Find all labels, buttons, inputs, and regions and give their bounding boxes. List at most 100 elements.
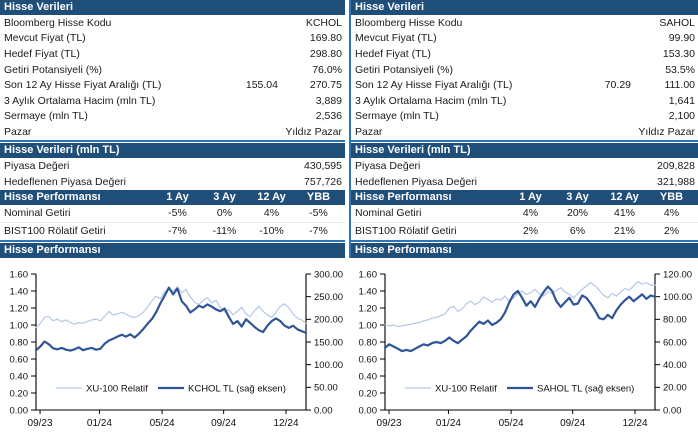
row-label: Mevcut Fiyat (TL) xyxy=(355,32,437,45)
row-label: Son 12 Ay Hisse Fiyat Aralığı (TL) xyxy=(355,79,513,92)
left-axis-label: 0.40 xyxy=(10,371,29,382)
x-axis-label: 05/24 xyxy=(499,418,524,429)
perf-value: 6% xyxy=(569,225,586,238)
row-value: SAHOL xyxy=(659,16,695,29)
row-label: 3 Aylık Ortalama Hacim (mln TL) xyxy=(4,94,156,107)
row-label: Sermaye (mln TL) xyxy=(355,110,439,123)
row-value: 53.5% xyxy=(665,63,695,76)
column-header: YBB xyxy=(306,191,331,204)
table-row: Son 12 Ay Hisse Fiyat Aralığı (TL) 155.04… xyxy=(0,77,345,93)
legend-label: XU-100 Relatif xyxy=(86,383,148,394)
kchol-performance-chart: 0.00 0.20 0.40 0.60 0.80 1.00 1.20 1.40 1.60 0.00… xyxy=(0,268,345,443)
right-axis-label: 250.00 xyxy=(314,292,343,303)
left-axis-label: 0.20 xyxy=(359,388,378,399)
table-row: BIST100 Rölatif Getiri 2% 6% 21% 2% xyxy=(351,223,698,242)
table-row: Nominal Getiri -5% 0% 4% -5% xyxy=(0,205,345,223)
perf-value: -7% xyxy=(309,225,328,238)
table-row: Hedeflenen Piyasa Değeri 757,726 xyxy=(0,174,345,190)
perf-value: -7% xyxy=(168,225,187,238)
row-label: Mevcut Fiyat (TL) xyxy=(4,32,86,45)
table-row: Sermaye (mln TL) 2,536 xyxy=(0,109,345,125)
row-label: Piyasa Değeri xyxy=(355,159,421,172)
section-header-market-data: Hisse Verileri (mln TL) xyxy=(351,142,698,158)
table-row: Piyasa Değeri 209,828 xyxy=(351,158,698,174)
row-label: Hedef Fiyat (TL) xyxy=(4,47,80,60)
right-axis-label: 300.00 xyxy=(314,269,343,280)
column-header: 3 Ay xyxy=(566,191,589,204)
right-axis-label: 80.00 xyxy=(663,314,687,325)
table-row: Sermaye (mln TL) 2,100 xyxy=(351,109,698,125)
perf-value: 2% xyxy=(522,225,539,238)
x-axis-label: 09/23 xyxy=(28,418,53,429)
section-header-market-data: Hisse Verileri (mln TL) xyxy=(0,142,345,158)
left-axis-label: 0.20 xyxy=(10,388,29,399)
x-axis-label: 09/24 xyxy=(560,418,585,429)
row-value: 1,641 xyxy=(668,94,695,107)
line-chart: 0.00 0.20 0.40 0.60 0.80 1.00 1.20 1.40 1.60 0.00… xyxy=(359,269,693,429)
column-header: 3 Ay xyxy=(213,191,236,204)
perf-value: -5% xyxy=(168,207,187,220)
row-label: Hedeflenen Piyasa Değeri xyxy=(4,175,126,188)
table-row: Mevcut Fiyat (TL) 99.90 xyxy=(351,31,698,47)
row-label: 3 Aylık Ortalama Hacim (mln TL) xyxy=(355,94,507,107)
table-row: Hedeflenen Piyasa Değeri 321,988 xyxy=(351,174,698,190)
x-axis-label: 01/24 xyxy=(87,418,112,429)
row-value: Yıldız Pazar xyxy=(638,125,695,138)
table-row: Son 12 Ay Hisse Fiyat Aralığı (TL) 70.29 1… xyxy=(351,77,698,93)
right-axis-label: 50.00 xyxy=(314,382,338,393)
x-axis-label: 12/24 xyxy=(274,418,299,429)
perf-value: 2% xyxy=(663,225,680,238)
table-row: Getiri Potansiyeli (%) 76.0% xyxy=(0,62,345,78)
row-label: BIST100 Rölatif Getiri xyxy=(355,225,457,238)
left-axis-label: 0.60 xyxy=(359,354,378,365)
table-row: Bloomberg Hisse Kodu SAHOL xyxy=(351,15,698,31)
table-row: 3 Aylık Ortalama Hacim (mln TL) 1,641 xyxy=(351,93,698,109)
row-label: Getiri Potansiyeli (%) xyxy=(4,63,103,76)
table-row: Piyasa Değeri 430,595 xyxy=(0,158,345,174)
kchol-tables: Hisse Verileri Bloomberg Hisse Kodu KCHOL… xyxy=(0,0,345,258)
left-axis-label: 1.20 xyxy=(359,303,378,314)
row-label: Hedef Fiyat (TL) xyxy=(355,47,431,60)
right-axis-label: 60.00 xyxy=(663,337,687,348)
table-row: Pazar Yıldız Pazar xyxy=(0,124,345,142)
sahol-performance-chart: 0.00 0.20 0.40 0.60 0.80 1.00 1.20 1.40 1.60 0.00… xyxy=(349,268,698,443)
x-axis-label: 05/24 xyxy=(150,418,175,429)
perf-value: 21% xyxy=(613,225,635,238)
legend-label: XU-100 Relatif xyxy=(435,383,497,394)
row-value: 321,988 xyxy=(657,175,695,188)
perf-value: 4% xyxy=(663,207,680,220)
table-row: Mevcut Fiyat (TL) 169.80 xyxy=(0,31,345,47)
table-row: Pazar Yıldız Pazar xyxy=(351,124,698,142)
table-row: Hedef Fiyat (TL) 153.30 xyxy=(351,46,698,62)
left-axis-label: 1.40 xyxy=(359,286,378,297)
left-axis-label: 0.80 xyxy=(359,337,378,348)
line-chart: 0.00 0.20 0.40 0.60 0.80 1.00 1.20 1.40 1.60 0.00… xyxy=(10,269,344,429)
row-value: 153.30 xyxy=(662,47,695,60)
table-row: Hedef Fiyat (TL) 298.80 xyxy=(0,46,345,62)
row-value: 209,828 xyxy=(657,159,695,172)
table-row: BIST100 Rölatif Getiri -7% -11% -10% -7% xyxy=(0,223,345,242)
row-label: Getiri Potansiyeli (%) xyxy=(355,63,454,76)
performance-header-row: Hisse Performansı 1 Ay 3 Ay 12 Ay YBB xyxy=(351,189,698,205)
range-low-value: 70.29 xyxy=(604,79,631,92)
column-header: 12 Ay xyxy=(610,191,639,204)
row-label: Hedeflenen Piyasa Değeri xyxy=(355,175,477,188)
row-value: 76.0% xyxy=(312,63,342,76)
row-label: BIST100 Rölatif Getiri xyxy=(4,225,106,238)
x-axis-label: 01/24 xyxy=(436,418,461,429)
left-axis-label: 1.40 xyxy=(10,286,29,297)
right-axis-label: 150.00 xyxy=(314,337,343,348)
left-axis-label: 0.40 xyxy=(359,371,378,382)
row-label: Nominal Getiri xyxy=(355,207,422,220)
row-label: Pazar xyxy=(4,125,32,138)
left-axis-label: 0.60 xyxy=(10,354,29,365)
right-axis-label: 100.00 xyxy=(663,292,692,303)
right-axis-label: 40.00 xyxy=(663,360,687,371)
row-value: 3,889 xyxy=(315,94,342,107)
section-header-chart: Hisse Performansı xyxy=(0,242,345,258)
row-label: Bloomberg Hisse Kodu xyxy=(355,16,463,29)
left-axis-label: 1.20 xyxy=(10,303,29,314)
table-row: 3 Aylık Ortalama Hacim (mln TL) 3,889 xyxy=(0,93,345,109)
series-line xyxy=(34,286,308,352)
